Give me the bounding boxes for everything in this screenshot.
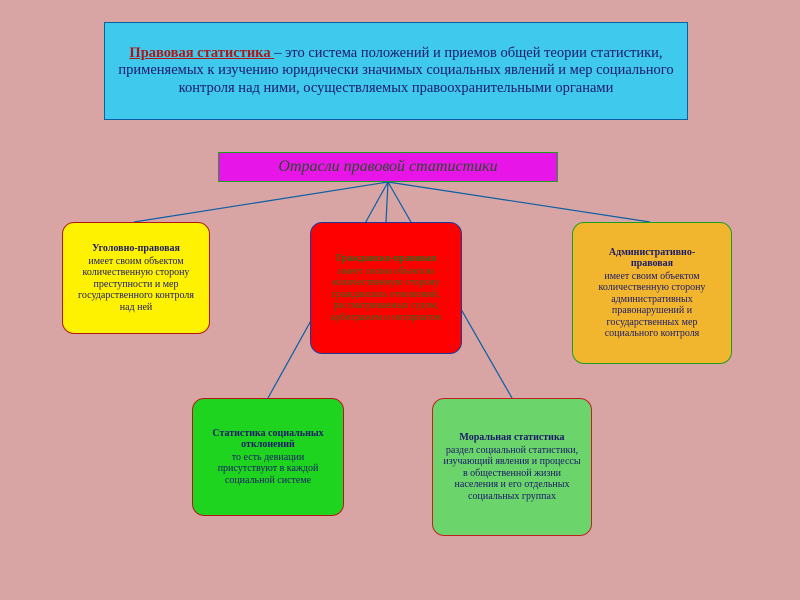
definition-box: Правовая статистика – это система положе… <box>104 22 688 120</box>
leaf-body: имеет своим объектом количественную стор… <box>321 266 451 324</box>
branches-label: Отрасли правовой статистики <box>278 158 497 176</box>
leaf-criminal: Уголовно-правоваяимеет своим объектом ко… <box>62 222 210 334</box>
leaf-body: то есть девиации присутствуют в каждой с… <box>203 452 333 487</box>
leaf-title: Статистика социальных отклонений <box>203 428 333 451</box>
leaf-title: Уголовно-правовая <box>92 243 180 255</box>
leaf-title: Моральная статистика <box>459 432 564 444</box>
definition-term: Правовая статистика <box>129 45 274 61</box>
leaf-title: Гражданско-правовая <box>336 253 436 265</box>
leaf-civil: Гражданско-правоваяимеет своим объектом … <box>310 222 462 354</box>
leaf-body: имеет своим объектом количественную стор… <box>73 256 199 314</box>
branches-box: Отрасли правовой статистики <box>218 152 558 182</box>
definition-text: Правовая статистика – это система положе… <box>115 45 677 97</box>
leaf-deviation: Статистика социальных отклоненийто есть … <box>192 398 344 516</box>
leaf-title: Административно- правовая <box>609 247 695 270</box>
leaf-moral: Моральная статистикараздел социальной ст… <box>432 398 592 536</box>
leaf-body: раздел социальной статистики, изучающий … <box>443 445 581 503</box>
leaf-admin: Административно- правоваяимеет своим объ… <box>572 222 732 364</box>
leaf-body: имеет своим объектом количественную стор… <box>583 271 721 340</box>
